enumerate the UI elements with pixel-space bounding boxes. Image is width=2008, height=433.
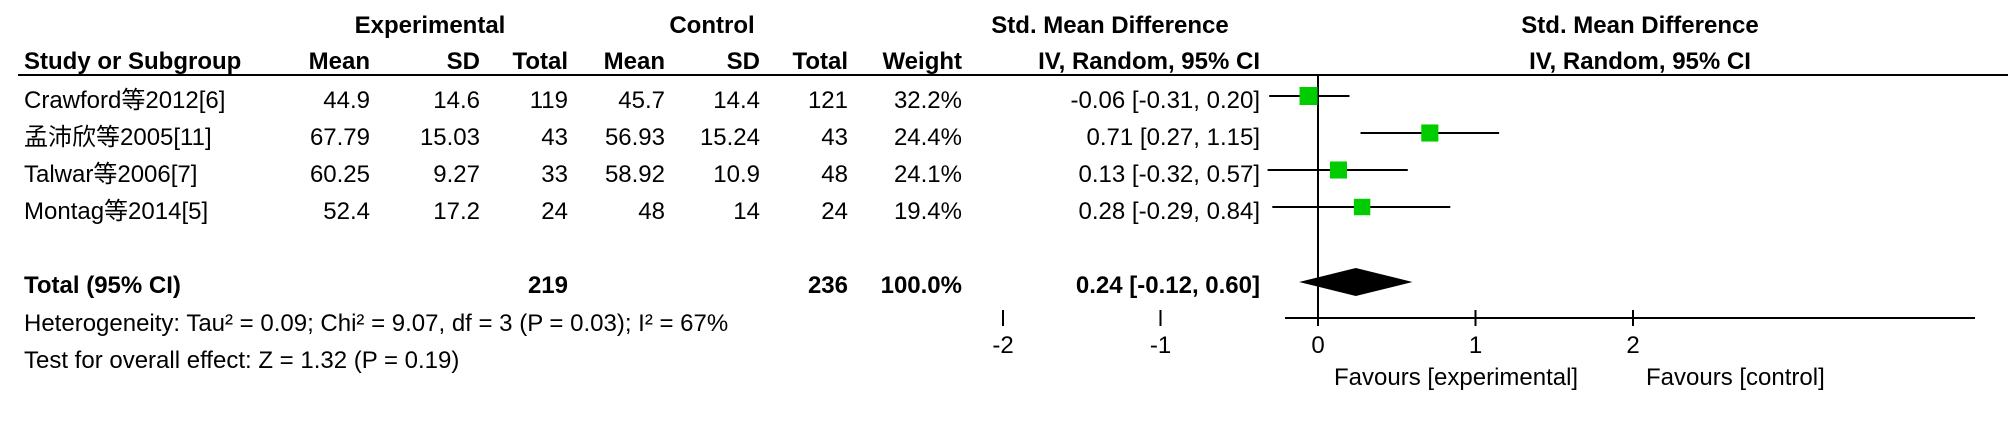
smd-column-header: Std. Mean Difference (991, 12, 1229, 39)
sd-experimental: 15.03 (419, 124, 480, 151)
total-control: 43 (821, 124, 848, 151)
x-tick-label: 2 (1626, 332, 1639, 359)
plot-method-header: IV, Random, 95% CI (1529, 48, 1751, 75)
weight: 24.4% (893, 124, 962, 151)
weight: 19.4% (893, 198, 962, 225)
study-point (1299, 87, 1318, 105)
sd-experimental: 9.27 (433, 161, 480, 188)
sd-control: 10.9 (713, 161, 760, 188)
sd-experimental: 17.2 (433, 198, 480, 225)
study-name: Montag等2014[5] (24, 198, 209, 225)
total-control: 48 (821, 161, 848, 188)
x-tick-label: -2 (992, 332, 1013, 359)
total-control: 121 (807, 87, 848, 114)
total-experimental: 43 (541, 124, 568, 151)
total-label: Total (95% CI) (24, 272, 181, 299)
mean-control: 58.92 (604, 161, 665, 188)
total-weight: 100.0% (880, 272, 962, 299)
total-experimental: 33 (541, 161, 568, 188)
total-control: 24 (821, 198, 848, 225)
mean-experimental: 67.79 (309, 124, 370, 151)
mean-control: 56.93 (604, 124, 665, 151)
total-experimental: 119 (529, 87, 568, 114)
effect-ci: -0.06 [-0.31, 0.20] (1070, 87, 1260, 114)
study-point (1353, 198, 1371, 216)
method-header: IV, Random, 95% CI (1038, 48, 1260, 75)
control-group-header: Control (669, 12, 755, 39)
total-experimental-header: Total (512, 48, 568, 75)
weight: 32.2% (893, 87, 962, 114)
sd-experimental: 14.6 (433, 87, 480, 114)
weight: 24.1% (893, 161, 962, 188)
sd-control: 14 (733, 198, 760, 225)
study-name: Crawford等2012[6] (24, 87, 226, 114)
overall-effect-text: Test for overall effect: Z = 1.32 (P = 0… (24, 347, 460, 374)
mean-experimental: 60.25 (309, 161, 370, 188)
heterogeneity-text: Heterogeneity: Tau² = 0.09; Chi² = 9.07,… (24, 310, 729, 337)
sd-control: 15.24 (699, 124, 760, 151)
weight-header: Weight (882, 48, 962, 75)
favours-experimental-label: Favours [experimental] (1334, 364, 1579, 391)
experimental-group-header: Experimental (354, 12, 506, 39)
x-tick-label: 1 (1469, 332, 1482, 359)
study-name: Talwar等2006[7] (24, 161, 198, 188)
pooled-diamond (1299, 268, 1413, 296)
total-experimental: 219 (527, 272, 568, 299)
sd-control: 14.4 (713, 87, 760, 114)
total-control-header: Total (792, 48, 848, 75)
plot-title: Std. Mean Difference (1521, 12, 1759, 39)
total-experimental: 24 (541, 198, 568, 225)
study-name: 孟沛欣等2005[11] (24, 124, 212, 151)
favours-control-label: Favours [control] (1646, 364, 1825, 391)
effect-ci: 0.28 [-0.29, 0.84] (1078, 198, 1260, 225)
study-point (1329, 161, 1348, 179)
x-tick-label: -1 (1150, 332, 1171, 359)
total-effect-ci: 0.24 [-0.12, 0.60] (1075, 272, 1260, 299)
total-control: 236 (807, 272, 848, 299)
sd-experimental-header: SD (446, 48, 480, 75)
study-point (1421, 124, 1439, 142)
mean-experimental: 44.9 (323, 87, 370, 114)
study-column-header: Study or Subgroup (24, 48, 242, 75)
effect-ci: 0.71 [0.27, 1.15] (1086, 124, 1260, 151)
sd-control-header: SD (726, 48, 760, 75)
effect-ci: 0.13 [-0.32, 0.57] (1078, 161, 1260, 188)
mean-control: 45.7 (618, 87, 665, 114)
mean-control: 48 (638, 198, 665, 225)
x-tick-label: 0 (1311, 332, 1324, 359)
mean-experimental: 52.4 (323, 198, 370, 225)
mean-control-header: Mean (603, 48, 665, 75)
mean-experimental-header: Mean (308, 48, 370, 75)
